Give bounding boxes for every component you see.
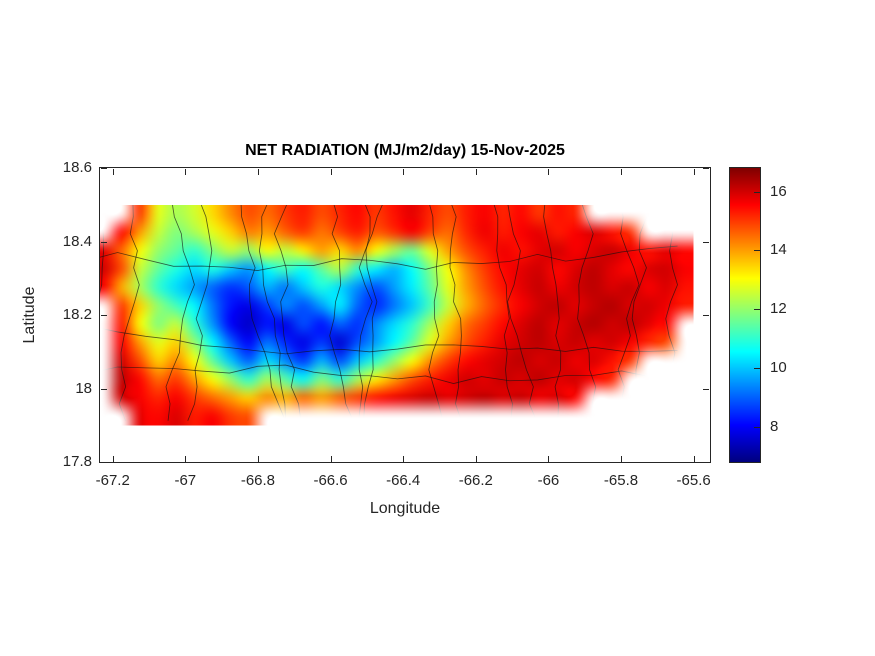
y-tick-mark bbox=[101, 388, 107, 390]
heatmap-canvas bbox=[100, 168, 710, 462]
colorbar-tick-mark bbox=[754, 367, 760, 369]
x-tick-mark bbox=[403, 456, 405, 462]
y-tick-mark bbox=[101, 168, 107, 169]
colorbar-tick-label: 16 bbox=[770, 182, 787, 200]
x-tick-mark bbox=[621, 456, 623, 462]
y-tick-label: 18.2 bbox=[62, 306, 92, 323]
y-axis-label: Latitude bbox=[21, 286, 38, 344]
y-tick-label: 18 bbox=[75, 379, 92, 397]
x-tick-label: -66.4 bbox=[386, 472, 421, 489]
y-tick-label: 18.4 bbox=[62, 232, 92, 250]
x-tick-mark bbox=[548, 456, 550, 462]
chart-title: NET RADIATION (MJ/m2/day) 15-Nov-2025 bbox=[245, 142, 565, 159]
x-tick-mark-top bbox=[403, 169, 405, 175]
colorbar-tick-label: 12 bbox=[770, 300, 787, 318]
x-tick-mark-top bbox=[621, 169, 623, 175]
x-tick-mark-top bbox=[257, 169, 259, 175]
y-tick-mark-right bbox=[703, 462, 709, 463]
x-tick-mark-top bbox=[112, 169, 114, 175]
x-tick-mark-top bbox=[330, 169, 332, 175]
x-tick-label: -67.2 bbox=[95, 472, 130, 489]
x-tick-mark bbox=[257, 456, 259, 462]
x-tick-mark bbox=[330, 456, 332, 462]
y-tick-mark bbox=[101, 315, 107, 316]
x-tick-mark bbox=[475, 456, 477, 462]
y-tick-mark-right bbox=[703, 315, 709, 316]
colorbar-tick-label: 8 bbox=[770, 417, 779, 435]
y-tick-label: 17.8 bbox=[62, 453, 92, 470]
x-tick-label: -65.6 bbox=[676, 472, 711, 489]
colorbar-tick-mark bbox=[754, 426, 760, 428]
y-tick-mark bbox=[101, 241, 107, 243]
y-tick-mark-right bbox=[703, 241, 709, 243]
x-tick-label: -65.8 bbox=[603, 472, 639, 489]
x-axis-label: Longitude bbox=[369, 500, 441, 517]
x-tick-label: -67 bbox=[174, 472, 197, 489]
x-tick-label: -66.2 bbox=[458, 472, 493, 489]
x-tick-label: -66.6 bbox=[313, 472, 348, 489]
x-tick-label: -66.8 bbox=[240, 472, 276, 489]
y-tick-mark bbox=[101, 462, 107, 463]
colorbar-tick-mark bbox=[754, 191, 760, 193]
x-tick-mark-top bbox=[548, 169, 550, 175]
y-tick-mark-right bbox=[703, 168, 709, 169]
colorbar-gradient bbox=[730, 168, 760, 462]
y-tick-mark-right bbox=[703, 388, 709, 390]
x-tick-mark bbox=[185, 456, 187, 462]
x-tick-mark-top bbox=[693, 169, 695, 175]
colorbar-tick-mark bbox=[754, 309, 760, 311]
x-tick-mark bbox=[693, 456, 695, 462]
x-tick-mark-top bbox=[475, 169, 477, 175]
x-tick-mark bbox=[112, 456, 114, 462]
colorbar-tick-label: 10 bbox=[770, 358, 787, 376]
colorbar-tick-label: 14 bbox=[770, 241, 787, 259]
colorbar-tick-mark bbox=[754, 250, 760, 252]
y-tick-label: 18.6 bbox=[62, 159, 92, 176]
x-tick-label: -66 bbox=[537, 472, 560, 489]
x-tick-mark-top bbox=[185, 169, 187, 175]
